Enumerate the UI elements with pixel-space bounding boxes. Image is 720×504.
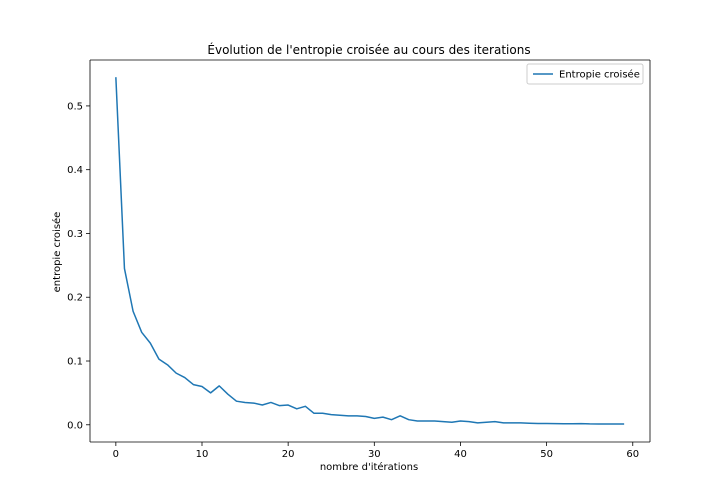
x-tick-label: 20 <box>282 449 295 460</box>
series-line-0 <box>115 77 625 425</box>
legend: Entropie croisée <box>526 63 644 85</box>
y-tick-label: 0.0 <box>67 420 83 431</box>
x-tick-label: 50 <box>540 449 553 460</box>
y-tick-label: 0.4 <box>67 165 83 176</box>
y-tick-label: 0.5 <box>67 101 83 112</box>
legend-box <box>526 63 644 85</box>
series-layer <box>115 77 625 425</box>
legend-label: Entropie croisée <box>559 69 640 81</box>
x-tick-label: 60 <box>626 449 639 460</box>
x-tick-label: 30 <box>368 449 381 460</box>
x-tick-label: 10 <box>196 449 209 460</box>
plot-area <box>90 60 650 442</box>
y-axis-label: entropie croisée <box>51 212 63 293</box>
y-tick-label: 0.1 <box>67 357 83 368</box>
x-tick-label: 40 <box>454 449 467 460</box>
plot-background <box>90 60 650 442</box>
chart-title: Évolution de l'entropie croisée au cours… <box>207 42 530 57</box>
x-axis-label: nombre d'itérations <box>320 461 418 473</box>
y-tick-label: 0.2 <box>67 293 83 304</box>
x-tick-label: 0 <box>113 449 119 460</box>
ticks-layer: 0 10 20 30 40 50 60 0.0 0.1 0.2 0.3 0.4 0.5 <box>67 59 651 460</box>
y-tick-label: 0.3 <box>67 229 83 240</box>
